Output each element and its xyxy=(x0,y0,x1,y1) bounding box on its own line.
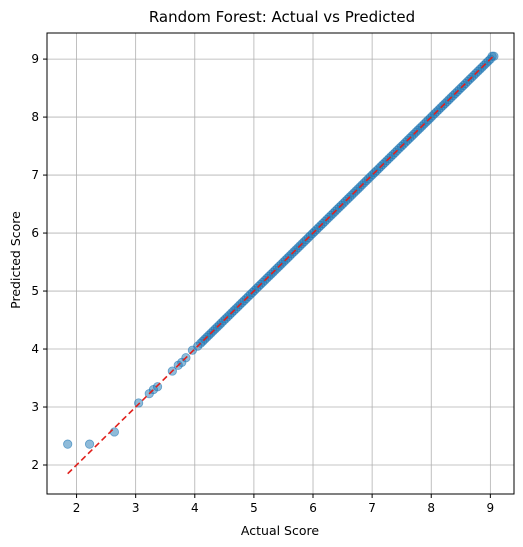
y-tick-label: 7 xyxy=(31,168,39,182)
chart-title: Random Forest: Actual vs Predicted xyxy=(149,8,415,26)
y-tick-label: 2 xyxy=(31,458,39,472)
x-tick-label: 8 xyxy=(427,501,435,515)
data-point xyxy=(84,439,95,449)
x-tick-label: 9 xyxy=(487,501,495,515)
data-points xyxy=(63,51,499,449)
x-tick-label: 5 xyxy=(250,501,258,515)
data-point xyxy=(109,427,119,437)
x-tick-label: 7 xyxy=(368,501,376,515)
x-tick-label: 3 xyxy=(132,501,140,515)
y-tick-label: 6 xyxy=(31,226,39,240)
reference-line-y-equals-x xyxy=(67,55,494,475)
y-axis-label: Predicted Score xyxy=(8,211,23,309)
y-tick-label: 8 xyxy=(31,110,39,124)
plot-frame xyxy=(46,32,515,495)
y-tick-label: 9 xyxy=(31,52,39,66)
grid-lines xyxy=(47,33,514,494)
x-tick-label: 2 xyxy=(73,501,81,515)
y-tick-label: 4 xyxy=(31,342,39,356)
x-tick-label: 4 xyxy=(191,501,199,515)
y-tick-label: 5 xyxy=(31,284,39,298)
x-tick-label: 6 xyxy=(309,501,317,515)
x-axis-ticks: 2 3 4 5 6 7 8 9 xyxy=(73,494,494,515)
y-axis-ticks: 2 3 4 5 6 7 8 9 xyxy=(31,52,47,472)
data-point xyxy=(63,439,73,449)
y-tick-label: 3 xyxy=(31,400,39,414)
x-axis-label: Actual Score xyxy=(241,523,319,538)
